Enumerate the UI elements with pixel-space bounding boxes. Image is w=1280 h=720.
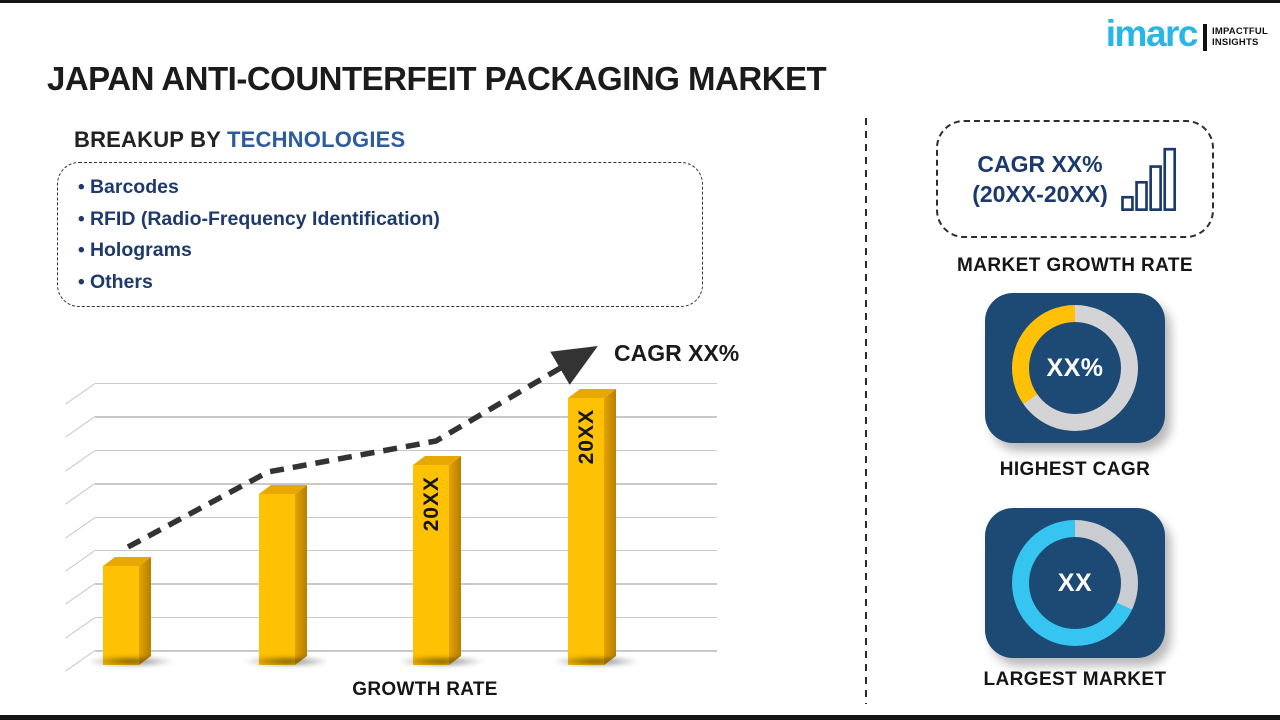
bottom-border-strip xyxy=(0,715,1280,720)
highest-cagr-tile: XX% xyxy=(985,293,1165,443)
bar-3: 20XX xyxy=(397,455,485,667)
bar-side-face xyxy=(295,484,307,665)
imarc-logo: imarc IMPACTFUL INSIGHTS xyxy=(1105,13,1268,54)
breakup-heading-highlight: TECHNOLOGIES xyxy=(226,127,406,152)
chart-gridline xyxy=(95,550,717,552)
technology-list-item: Barcodes xyxy=(78,172,440,204)
bar-1 xyxy=(87,556,175,667)
bar-floor-shadow xyxy=(87,656,175,667)
chart-gridline-tick xyxy=(65,383,96,405)
highest-cagr-value: XX% xyxy=(1046,353,1104,382)
chart-gridline-tick xyxy=(65,550,96,572)
technology-list-item: RFID (Radio-Frequency Identification) xyxy=(78,204,440,236)
largest-market-value: XX xyxy=(1057,568,1093,597)
bar-floor-shadow xyxy=(243,656,331,667)
page-title: JAPAN ANTI-COUNTERFEIT PACKAGING MARKET xyxy=(47,60,827,97)
chart-gridline-tick xyxy=(65,516,96,539)
chart-gridline xyxy=(95,483,717,485)
chart-gridline-tick xyxy=(65,616,96,639)
trend-cagr-label: CAGR XX% xyxy=(614,340,740,366)
bar-chart-icon xyxy=(1120,147,1176,211)
bar-floor-shadow xyxy=(552,656,640,667)
logo-divider-bar xyxy=(1203,23,1208,51)
chart-gridline xyxy=(95,516,717,518)
bar-2 xyxy=(243,484,331,667)
market-growth-rate-caption: MARKET GROWTH RATE xyxy=(957,255,1193,276)
imarc-logo-wordmark: imarc xyxy=(1105,13,1199,54)
bar-front-face xyxy=(259,494,295,665)
chart-gridline xyxy=(95,583,717,585)
chart-x-axis-label: GROWTH RATE xyxy=(352,679,498,700)
bar-side-face xyxy=(139,556,151,665)
top-border-strip xyxy=(0,0,1280,3)
breakup-heading-prefix: BREAKUP BY xyxy=(74,127,227,152)
chart-gridline xyxy=(95,616,717,619)
chart-gridline xyxy=(95,449,717,452)
technology-list-item: Others xyxy=(78,267,440,299)
chart-gridline-tick xyxy=(65,449,96,472)
highest-cagr-donut-icon: XX% xyxy=(1012,305,1138,431)
technologies-list-box xyxy=(57,162,703,307)
bar-side-face xyxy=(604,388,616,665)
chart-gridline xyxy=(95,383,717,385)
growth-box-text: CAGR XX% (20XX-20XX) xyxy=(972,151,1108,207)
bar-side-face xyxy=(449,455,461,665)
highest-cagr-caption: HIGHEST CAGR xyxy=(999,459,1151,480)
bar-floor-shadow xyxy=(397,656,485,667)
vertical-dashed-divider xyxy=(865,118,867,704)
largest-market-caption: LARGEST MARKET xyxy=(983,669,1167,690)
technologies-list: BarcodesRFID (Radio-Frequency Identifica… xyxy=(78,172,440,298)
largest-market-donut-hole: XX xyxy=(1029,537,1121,629)
chart-gridline xyxy=(95,416,717,418)
logo-tagline: IMPACTFUL INSIGHTS xyxy=(1212,26,1268,48)
chart-gridline-tick xyxy=(65,416,96,439)
chart-gridline xyxy=(95,650,717,652)
highest-cagr-donut-hole: XX% xyxy=(1029,322,1121,414)
bar-front-face xyxy=(103,566,139,665)
bar-4: 20XX xyxy=(552,388,640,667)
chart-gridline-tick xyxy=(65,483,96,506)
largest-market-donut-icon: XX xyxy=(1012,520,1138,646)
bar-year-label: 20XX xyxy=(420,476,443,532)
market-growth-rate-box: CAGR XX% (20XX-20XX) xyxy=(936,120,1214,238)
largest-market-tile: XX xyxy=(985,508,1165,658)
bar-year-label: 20XX xyxy=(575,409,598,465)
breakup-heading: BREAKUP BY TECHNOLOGIES xyxy=(74,127,405,153)
chart-gridline-tick xyxy=(65,583,96,606)
technology-list-item: Holograms xyxy=(78,235,440,267)
